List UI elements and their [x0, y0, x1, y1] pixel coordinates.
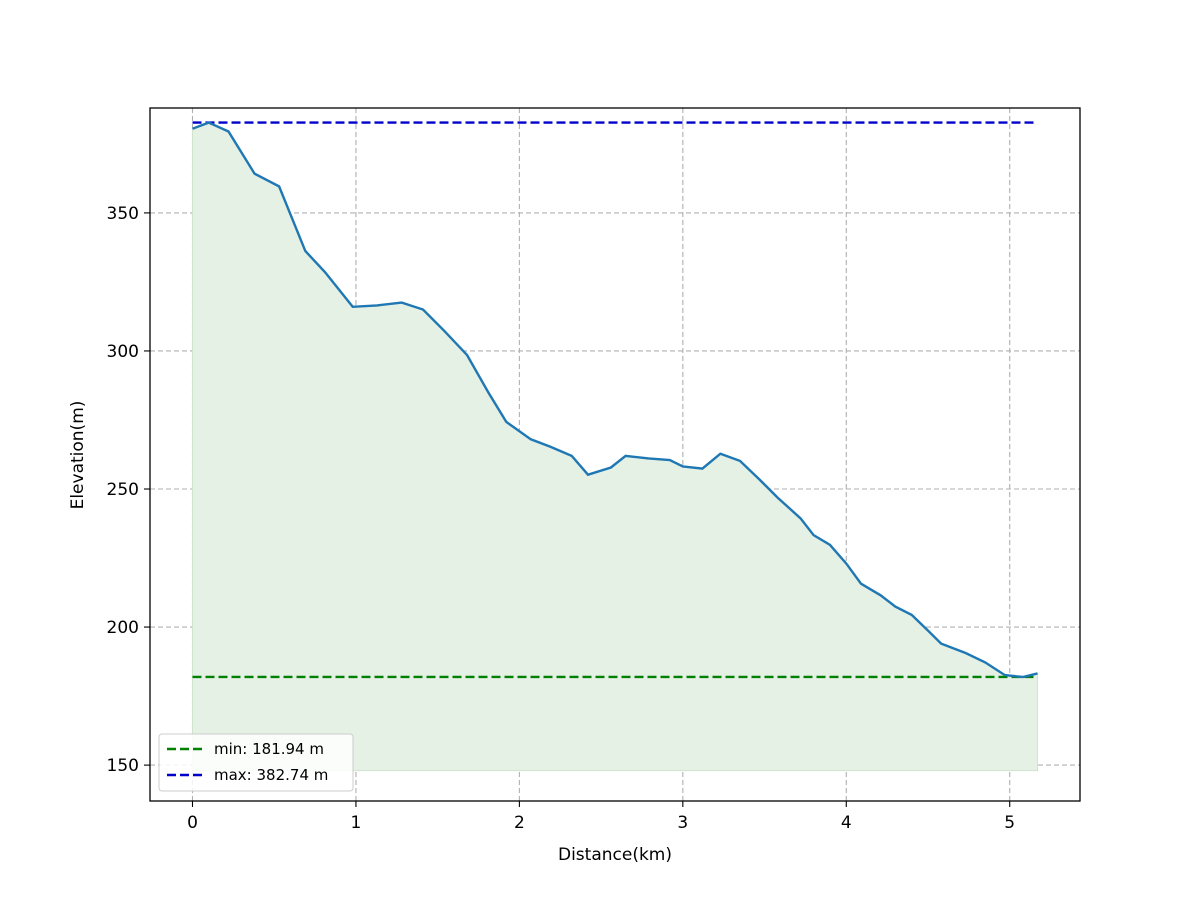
y-axis-label: Elevation(m)	[68, 401, 88, 510]
y-tick-label: 200	[107, 618, 139, 638]
y-tick-label: 250	[107, 480, 139, 500]
x-axis-label: Distance(km)	[558, 845, 672, 865]
x-tick-label: 2	[514, 813, 525, 833]
legend-box	[158, 733, 354, 792]
x-tick-label: 0	[187, 813, 198, 833]
legend-entry-label: min: 181.94 m	[214, 740, 324, 758]
y-tick-label: 300	[107, 342, 139, 362]
legend: min: 181.94 m max: 382.74 m	[158, 733, 354, 792]
elevation-profile-line	[192, 121, 1038, 679]
legend-entry-label: max: 382.74 m	[214, 766, 328, 784]
plot-frame	[149, 107, 1081, 802]
reference-lines	[192, 121, 1038, 679]
axis-ticks: 0 1 2 3 4 5 150 200 250 300 350	[107, 204, 1016, 833]
y-tick-label: 350	[107, 204, 139, 224]
x-tick-label: 4	[841, 813, 852, 833]
x-tick-label: 3	[677, 813, 688, 833]
x-tick-label: 5	[1004, 813, 1015, 833]
y-tick-label: 150	[107, 756, 139, 776]
x-tick-label: 1	[351, 813, 362, 833]
